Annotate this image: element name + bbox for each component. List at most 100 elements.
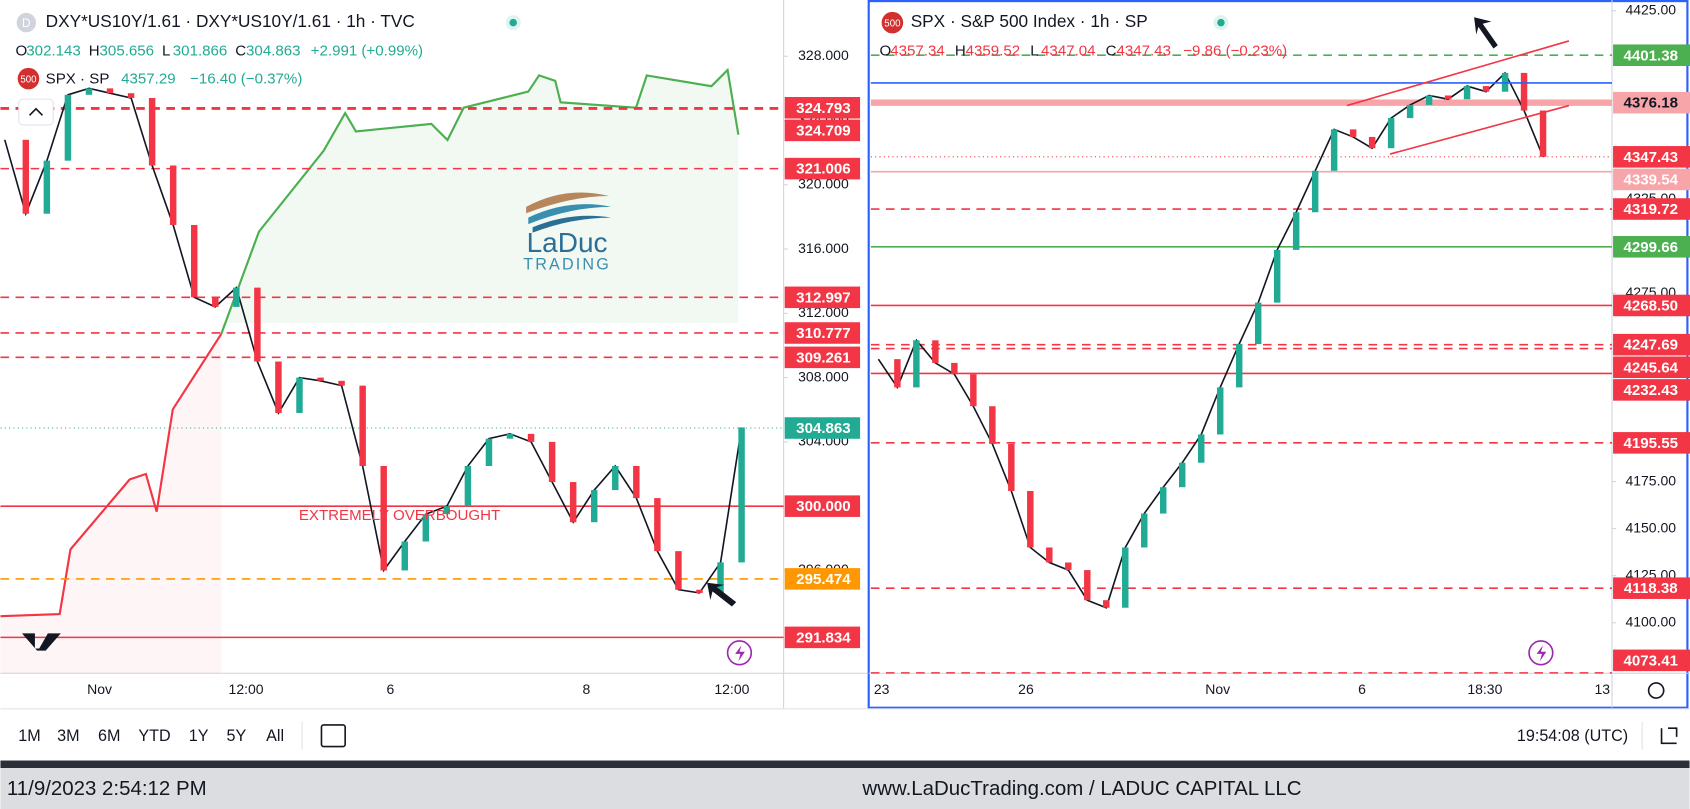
candle xyxy=(506,433,514,439)
logo-wave xyxy=(532,215,612,233)
fullscreen-icon[interactable] xyxy=(1660,727,1678,745)
clock: 19:54:08 (UTC) xyxy=(1517,727,1628,745)
compare-line xyxy=(220,67,740,335)
candle xyxy=(590,490,598,523)
candle xyxy=(1216,387,1224,435)
range-button[interactable]: 1M xyxy=(18,727,40,745)
candle xyxy=(296,377,303,413)
level-label-box xyxy=(784,96,861,119)
flash-icon[interactable] xyxy=(726,640,753,666)
level-label: 324.709 xyxy=(796,122,851,139)
ohlc-key: H xyxy=(89,43,100,60)
ohlc-value: 301.866 xyxy=(173,43,228,60)
range-button[interactable]: 1Y xyxy=(189,727,209,745)
ohlc-value: 305.656 xyxy=(100,43,155,60)
candle xyxy=(913,340,920,388)
y-tick-label: 328.000 xyxy=(798,47,849,63)
candle xyxy=(951,362,958,375)
x-tick-label: 26 xyxy=(1018,681,1034,697)
candle xyxy=(106,88,114,94)
collapse-icon xyxy=(28,107,44,116)
candle xyxy=(1520,72,1528,111)
flash-icon[interactable] xyxy=(1528,640,1554,666)
candle xyxy=(1482,86,1490,92)
candle xyxy=(127,93,135,99)
level-label-box xyxy=(1613,356,1690,379)
tv-logo xyxy=(21,633,61,651)
candle xyxy=(1444,95,1452,100)
collapse-button[interactable] xyxy=(18,98,54,126)
level-label: 4232.43 xyxy=(1624,382,1679,399)
candle xyxy=(338,380,345,386)
chart-title[interactable]: DXY*US10Y/1.61 · DXY*US10Y/1.61 · 1h · T… xyxy=(46,11,415,31)
x-tick-label: Nov xyxy=(87,681,112,697)
level-label-box xyxy=(1613,44,1690,66)
candle xyxy=(696,589,703,593)
candle xyxy=(169,165,177,225)
range-button[interactable]: 3M xyxy=(57,727,79,745)
candle xyxy=(970,374,977,407)
candle xyxy=(22,139,30,214)
candle xyxy=(1008,443,1015,491)
range-button[interactable]: 6M xyxy=(98,727,120,745)
footer-strip xyxy=(0,760,1690,769)
candle xyxy=(1160,487,1167,514)
candle xyxy=(1084,570,1091,601)
candle xyxy=(212,297,219,307)
level-label-box xyxy=(1613,236,1690,258)
candle xyxy=(1425,95,1433,105)
range-button[interactable]: 5Y xyxy=(226,727,246,745)
candle xyxy=(1235,344,1243,388)
level-label: 310.777 xyxy=(796,325,851,342)
ohlc-key: O xyxy=(879,43,891,60)
candle xyxy=(1463,86,1471,100)
footer xyxy=(0,768,1690,809)
level-label: 4118.38 xyxy=(1624,580,1678,597)
range-button[interactable]: All xyxy=(266,727,284,745)
flash-icon xyxy=(1536,645,1547,662)
level-label-box xyxy=(784,626,861,649)
candle xyxy=(85,88,93,95)
level-label: 4299.66 xyxy=(1624,239,1679,256)
level-label: 321.006 xyxy=(796,161,851,178)
candle xyxy=(1406,104,1414,119)
x-tick-label: 8 xyxy=(583,681,591,697)
level-label: 4195.55 xyxy=(1624,435,1679,452)
candle xyxy=(275,361,282,413)
compare-badge xyxy=(17,67,40,90)
ohlc-key: O xyxy=(16,43,28,60)
change: +2.991 (+0.99%) xyxy=(311,43,423,60)
ohlc-value: 302.143 xyxy=(26,43,81,60)
level-label: 309.261 xyxy=(796,349,851,366)
chart-title[interactable]: SPX · S&P 500 Index · 1h · SP xyxy=(911,11,1148,31)
candle xyxy=(1330,129,1338,171)
candle xyxy=(148,98,156,166)
candle xyxy=(190,224,198,298)
level-label: 4268.50 xyxy=(1624,298,1679,315)
candle xyxy=(1122,547,1129,608)
level-label: 300.000 xyxy=(796,498,851,515)
level-label: 4347.43 xyxy=(1624,149,1679,166)
level-label-box xyxy=(1613,294,1690,317)
candle xyxy=(1387,118,1395,149)
level-label: 295.474 xyxy=(796,571,851,588)
left-pane xyxy=(0,0,868,709)
candle xyxy=(675,551,682,590)
range-button[interactable]: YTD xyxy=(138,727,170,745)
candle xyxy=(1311,170,1319,213)
channel-line xyxy=(1389,104,1570,155)
settings-icon[interactable] xyxy=(1647,682,1665,699)
level-label-box xyxy=(1613,577,1690,599)
ohlc-value: 304.863 xyxy=(246,43,301,60)
level-label-box xyxy=(1613,198,1690,220)
x-tick-label: Nov xyxy=(1205,681,1230,697)
logo: LaDuc TRADING xyxy=(523,192,612,273)
y-tick-label: 308.000 xyxy=(798,368,849,384)
badge-text: D xyxy=(22,16,31,30)
level-label-box xyxy=(1613,168,1690,191)
level-label-box xyxy=(1613,91,1690,114)
change: −9.86 (−0.23%) xyxy=(1183,43,1287,60)
level-label-box xyxy=(1613,649,1690,672)
date-range-icon[interactable] xyxy=(320,724,346,748)
